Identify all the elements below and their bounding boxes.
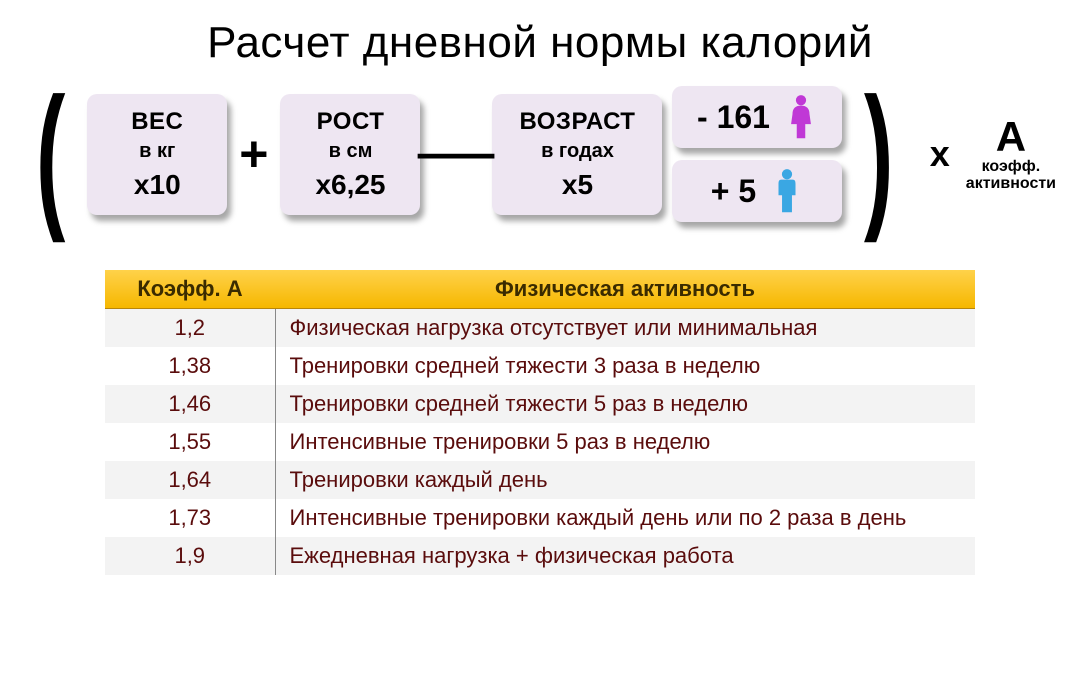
cell-activity: Интенсивные тренировки каждый день или п… [275, 499, 975, 537]
weight-unit: в кг [139, 140, 175, 163]
paren-close: ) [864, 109, 893, 199]
cell-coef: 1,55 [105, 423, 275, 461]
height-label: РОСТ [317, 108, 385, 136]
activity-table: Коэфф. А Физическая активность 1,2Физиче… [105, 270, 975, 575]
th-coef: Коэфф. А [105, 270, 275, 309]
minus-operator: — [415, 130, 498, 178]
cell-activity: Интенсивные тренировки 5 раз в неделю [275, 423, 975, 461]
age-unit: в годах [541, 140, 614, 163]
coef-a-sub1: коэфф. [982, 159, 1041, 176]
table-row: 1,46Тренировки средней тяжести 5 раз в н… [105, 385, 975, 423]
male-value: + 5 [711, 173, 756, 210]
coef-a-letter: А [996, 115, 1026, 159]
cell-activity: Тренировки каждый день [275, 461, 975, 499]
th-activity: Физическая активность [275, 270, 975, 309]
table-row: 1,73Интенсивные тренировки каждый день и… [105, 499, 975, 537]
multiply-operator: х [916, 133, 956, 175]
cell-coef: 1,73 [105, 499, 275, 537]
cell-activity: Ежедневная нагрузка + физическая работа [275, 537, 975, 575]
weight-label: ВЕС [131, 108, 183, 136]
table-row: 1,38Тренировки средней тяжести 3 раза в … [105, 347, 975, 385]
paren-open: ( [36, 109, 65, 199]
coef-a-sub2: активности [966, 176, 1056, 193]
age-box: ВОЗРАСТ в годах х5 [492, 94, 662, 215]
page-title: Расчет дневной нормы калорий [20, 18, 1060, 68]
coef-a: А коэфф. активности [966, 115, 1056, 193]
cell-coef: 1,2 [105, 309, 275, 348]
weight-factor: х10 [134, 169, 181, 201]
female-icon [784, 94, 818, 140]
male-box: + 5 [672, 160, 842, 222]
weight-box: ВЕС в кг х10 [87, 94, 227, 215]
cell-activity: Тренировки средней тяжести 5 раз в недел… [275, 385, 975, 423]
female-box: - 161 [672, 86, 842, 148]
age-label: ВОЗРАСТ [520, 108, 636, 136]
table-row: 1,55Интенсивные тренировки 5 раз в недел… [105, 423, 975, 461]
height-factor: х6,25 [315, 169, 385, 201]
cell-coef: 1,64 [105, 461, 275, 499]
plus-operator: + [237, 129, 270, 179]
height-box: РОСТ в см х6,25 [280, 94, 420, 215]
female-value: - 161 [697, 99, 770, 136]
gender-column: - 161 + 5 [672, 86, 842, 222]
cell-coef: 1,38 [105, 347, 275, 385]
activity-table-wrap: Коэфф. А Физическая активность 1,2Физиче… [105, 270, 975, 575]
age-factor: х5 [562, 169, 593, 201]
cell-activity: Тренировки средней тяжести 3 раза в неде… [275, 347, 975, 385]
table-row: 1,2Физическая нагрузка отсутствует или м… [105, 309, 975, 348]
cell-coef: 1,9 [105, 537, 275, 575]
height-unit: в см [329, 140, 373, 163]
table-row: 1,64Тренировки каждый день [105, 461, 975, 499]
formula-row: ( ВЕС в кг х10 + РОСТ в см х6,25 — ВОЗРА… [20, 86, 1060, 222]
table-row: 1,9Ежедневная нагрузка + физическая рабо… [105, 537, 975, 575]
cell-coef: 1,46 [105, 385, 275, 423]
male-icon [770, 168, 804, 214]
cell-activity: Физическая нагрузка отсутствует или мини… [275, 309, 975, 348]
